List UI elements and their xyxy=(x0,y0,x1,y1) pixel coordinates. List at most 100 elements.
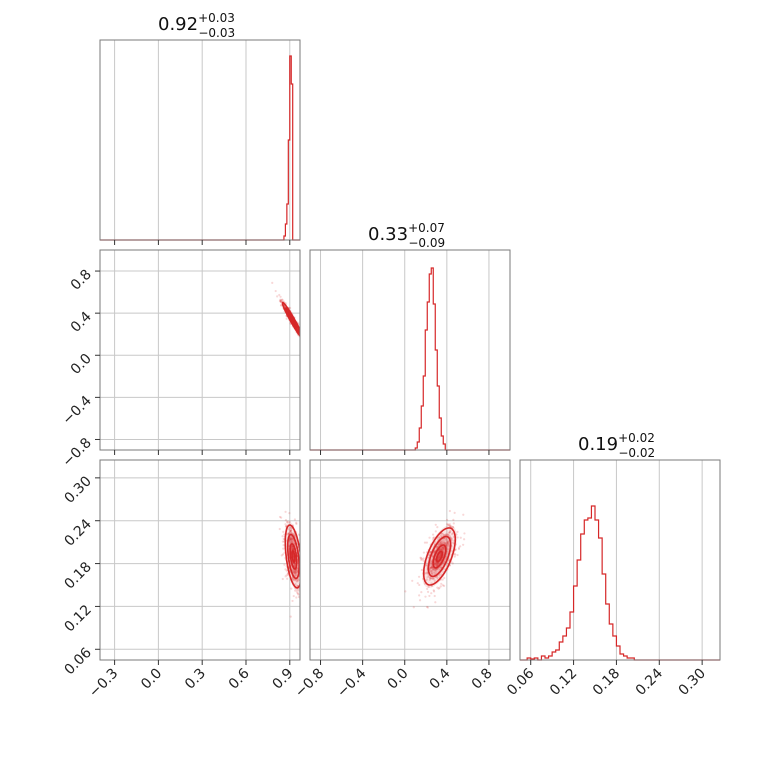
sample-point xyxy=(279,300,283,303)
sample-point xyxy=(300,330,302,332)
sample-point xyxy=(305,348,307,350)
sample-point xyxy=(297,595,300,599)
title-minus: −0.09 xyxy=(408,236,445,250)
sample-point xyxy=(282,530,285,533)
histogram-steps xyxy=(100,55,300,241)
sample-point xyxy=(443,548,446,551)
sample-point xyxy=(304,602,306,604)
density-fill xyxy=(431,542,448,571)
sample-point xyxy=(434,523,437,526)
contour-line xyxy=(432,544,447,569)
sample-point xyxy=(444,538,448,541)
sample-point xyxy=(293,518,297,521)
sample-point xyxy=(445,544,448,547)
sample-point xyxy=(302,339,304,341)
contour-line xyxy=(427,535,452,578)
sample-point xyxy=(432,590,436,593)
sample-point xyxy=(456,553,459,557)
sample-point xyxy=(429,577,432,580)
title-plus: +0.03 xyxy=(198,11,235,25)
sample-point xyxy=(432,533,435,536)
sample-point xyxy=(440,535,443,538)
sample-point xyxy=(301,553,303,555)
sample-point xyxy=(279,300,282,303)
title-median: 0.33 xyxy=(368,224,408,245)
contour-line xyxy=(290,316,296,325)
sample-point xyxy=(291,548,295,551)
sample-point xyxy=(290,540,293,543)
sample-point xyxy=(448,524,451,528)
sample-point xyxy=(283,563,286,566)
sample-point xyxy=(422,559,425,562)
sample-point xyxy=(442,547,445,551)
sample-point xyxy=(302,539,304,541)
title-minus: −0.02 xyxy=(618,446,655,460)
sample-point xyxy=(446,542,449,545)
sample-point xyxy=(301,581,303,583)
sample-point xyxy=(300,332,302,334)
sample-point xyxy=(442,534,446,537)
sample-point xyxy=(302,337,304,339)
sample-point xyxy=(294,570,297,573)
sample-point xyxy=(282,547,285,550)
sample-point xyxy=(446,542,449,545)
sample-point xyxy=(428,536,431,539)
sample-point xyxy=(431,569,434,572)
sample-point xyxy=(430,559,433,562)
sample-point xyxy=(301,331,303,333)
x-tick-label: 0.18 xyxy=(590,666,623,699)
sample-point xyxy=(292,579,296,582)
sample-point xyxy=(294,574,297,577)
sample-point xyxy=(282,544,285,547)
sample-point xyxy=(463,538,466,541)
title-plus: +0.02 xyxy=(618,431,655,445)
sample-point xyxy=(420,568,423,572)
sample-point xyxy=(446,541,449,544)
sample-point xyxy=(308,352,310,354)
sample-point xyxy=(301,333,303,335)
sample-point xyxy=(293,564,296,567)
sample-point xyxy=(425,578,428,581)
sample-point xyxy=(450,533,454,536)
sample-point xyxy=(301,586,303,588)
sample-point xyxy=(300,569,302,571)
sample-point xyxy=(284,575,287,578)
sample-point xyxy=(429,563,432,566)
sample-point xyxy=(438,542,441,545)
sample-point xyxy=(279,298,282,301)
sample-point xyxy=(278,515,282,519)
sample-point xyxy=(292,532,295,536)
sample-point xyxy=(452,522,455,525)
sample-point xyxy=(436,576,439,579)
sample-point xyxy=(302,340,304,342)
sample-point xyxy=(430,566,433,569)
sample-point xyxy=(292,594,295,598)
sample-point xyxy=(425,572,428,575)
x-tick-label: −0.8 xyxy=(292,666,327,701)
sample-point xyxy=(417,575,421,578)
sample-point xyxy=(287,528,291,531)
sample-point xyxy=(447,523,450,526)
sample-point xyxy=(291,546,294,549)
sample-point xyxy=(441,546,444,549)
sample-point xyxy=(440,582,443,585)
sample-point xyxy=(290,587,293,590)
sample-point xyxy=(290,527,293,530)
sample-point xyxy=(436,577,439,580)
sample-point xyxy=(292,547,295,550)
sample-point xyxy=(450,537,453,540)
sample-point xyxy=(438,586,441,589)
sample-point xyxy=(431,555,434,558)
sample-point xyxy=(291,578,294,581)
sample-point xyxy=(287,531,290,535)
sample-point xyxy=(429,566,433,569)
sample-point xyxy=(288,539,291,543)
sample-point xyxy=(446,522,449,526)
density-layer xyxy=(278,510,306,618)
sample-point xyxy=(301,334,303,336)
sample-point xyxy=(421,558,424,561)
y-tick-label: 0.24 xyxy=(61,516,94,549)
sample-point xyxy=(432,551,436,555)
sample-point xyxy=(431,577,434,580)
sample-point xyxy=(294,589,297,592)
